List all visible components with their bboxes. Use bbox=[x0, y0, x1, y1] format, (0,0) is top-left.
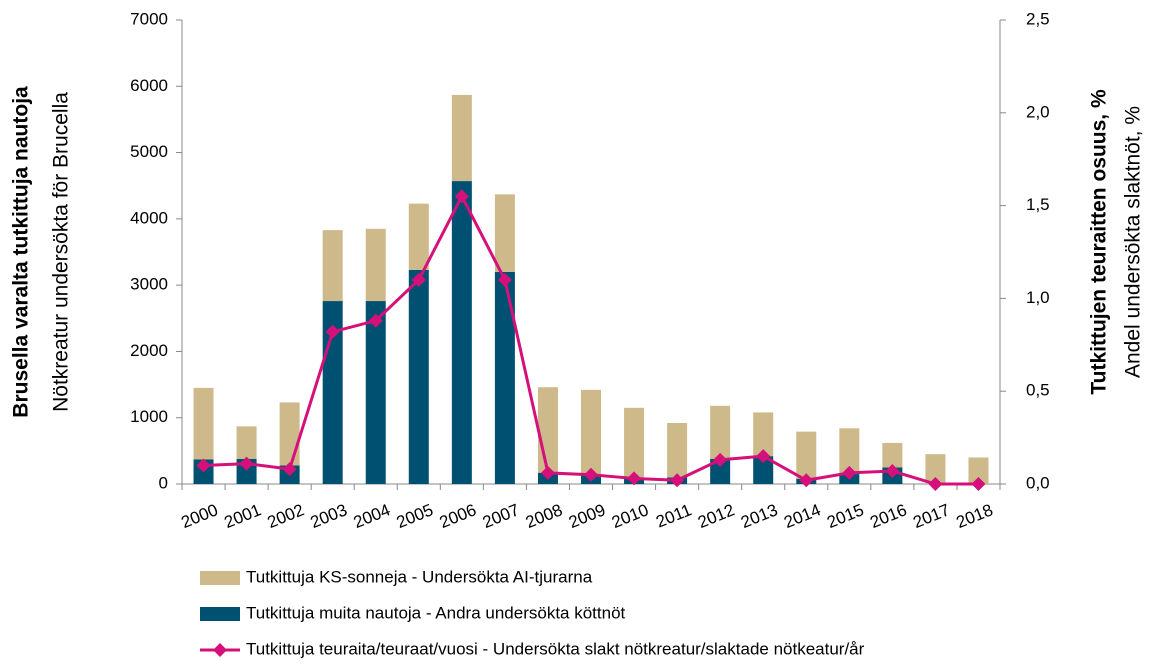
x-tick-label: 2003 bbox=[308, 500, 350, 532]
line-marker bbox=[497, 272, 512, 287]
y2-tick-label: 2,0 bbox=[1026, 102, 1050, 121]
bar bbox=[753, 412, 774, 457]
line-marker bbox=[713, 452, 728, 467]
line-marker bbox=[282, 462, 297, 477]
bar bbox=[451, 94, 472, 182]
x-tick-label: 2005 bbox=[394, 500, 436, 532]
bar bbox=[796, 431, 817, 479]
y-axis-subtitle: Nötkreatur undersökta för Brucella bbox=[50, 92, 73, 412]
y2-tick-label: 2,5 bbox=[1026, 9, 1050, 28]
line-marker bbox=[756, 449, 771, 464]
bar bbox=[753, 456, 774, 484]
x-tick-label: 2009 bbox=[566, 500, 608, 532]
line-marker bbox=[411, 272, 426, 287]
line-marker bbox=[885, 464, 900, 479]
x-tick-label: 2018 bbox=[953, 500, 995, 532]
line-marker bbox=[196, 458, 211, 473]
y2-tick-label: 0,0 bbox=[1026, 473, 1050, 492]
bar bbox=[193, 387, 214, 460]
line-marker bbox=[627, 471, 642, 486]
x-tick-label: 2015 bbox=[824, 500, 866, 532]
legend-label: Tutkittuja teuraita/teuraat/vuosi - Unde… bbox=[246, 639, 865, 658]
bar bbox=[408, 203, 429, 270]
bar bbox=[322, 230, 343, 302]
x-tick-label: 2008 bbox=[523, 500, 565, 532]
line-marker bbox=[799, 473, 814, 488]
x-tick-label: 2013 bbox=[738, 500, 780, 532]
bar bbox=[494, 271, 515, 484]
bar bbox=[925, 454, 946, 484]
line-marker bbox=[971, 477, 986, 491]
y-tick-label: 3000 bbox=[130, 275, 168, 294]
y-axis-title: Brusella varalta tutkittuja nautoja bbox=[10, 86, 33, 418]
y2-tick-label: 1,0 bbox=[1026, 288, 1050, 307]
x-tick-label: 2010 bbox=[609, 500, 651, 532]
y-tick-label: 1000 bbox=[130, 407, 168, 426]
bar bbox=[968, 457, 989, 484]
x-tick-label: 2007 bbox=[480, 500, 522, 532]
bar bbox=[365, 228, 386, 302]
bar bbox=[710, 405, 731, 459]
y-tick-label: 5000 bbox=[130, 142, 168, 161]
legend-swatch bbox=[200, 571, 240, 585]
bar bbox=[581, 389, 601, 475]
y-tick-label: 4000 bbox=[130, 208, 168, 227]
x-tick-label: 2001 bbox=[222, 500, 264, 532]
line-marker bbox=[584, 467, 598, 482]
x-tick-label: 2002 bbox=[265, 500, 307, 532]
x-tick-label: 2006 bbox=[437, 500, 479, 532]
legend-label: Tutkittuja KS-sonneja - Undersökta AI-tj… bbox=[246, 567, 593, 586]
bar bbox=[365, 301, 386, 484]
bar bbox=[236, 426, 257, 459]
y2-axis-title: Tutkittujen teuraitten osuus, % bbox=[1088, 89, 1111, 395]
bar bbox=[667, 423, 688, 478]
x-tick-label: 2012 bbox=[695, 500, 737, 532]
y-tick-label: 2000 bbox=[130, 341, 168, 360]
bar bbox=[451, 181, 472, 484]
legend-marker bbox=[213, 643, 227, 657]
bar bbox=[839, 428, 860, 475]
y2-tick-label: 1,5 bbox=[1026, 195, 1050, 214]
bar bbox=[408, 269, 429, 484]
bar bbox=[624, 407, 645, 478]
x-tick-label: 2004 bbox=[351, 500, 393, 532]
y2-tick-label: 0,5 bbox=[1026, 381, 1050, 400]
line-marker bbox=[368, 313, 383, 328]
y-tick-label: 0 bbox=[159, 473, 168, 492]
line-marker bbox=[670, 473, 685, 488]
bar bbox=[279, 402, 300, 466]
line-marker bbox=[325, 324, 340, 339]
x-tick-label: 2011 bbox=[653, 500, 694, 531]
x-tick-label: 2000 bbox=[179, 500, 221, 532]
line-marker bbox=[842, 465, 857, 480]
bar bbox=[710, 458, 731, 484]
bar bbox=[537, 387, 558, 473]
x-tick-label: 2014 bbox=[781, 500, 823, 532]
x-tick-label: 2017 bbox=[910, 500, 952, 532]
line-marker bbox=[239, 456, 254, 471]
y-tick-label: 7000 bbox=[130, 9, 168, 28]
legend-label: Tutkittuja muita nautoja - Andra undersö… bbox=[246, 603, 626, 622]
x-tick-label: 2016 bbox=[867, 500, 909, 532]
line-marker bbox=[928, 477, 943, 491]
line-marker bbox=[540, 465, 555, 480]
y2-axis-subtitle: Andel undersökta slaktnöt, % bbox=[1122, 106, 1145, 378]
y-tick-label: 6000 bbox=[130, 76, 168, 95]
line-marker bbox=[454, 189, 469, 204]
bar bbox=[882, 442, 903, 468]
bar bbox=[494, 194, 515, 272]
legend-swatch bbox=[200, 607, 240, 621]
